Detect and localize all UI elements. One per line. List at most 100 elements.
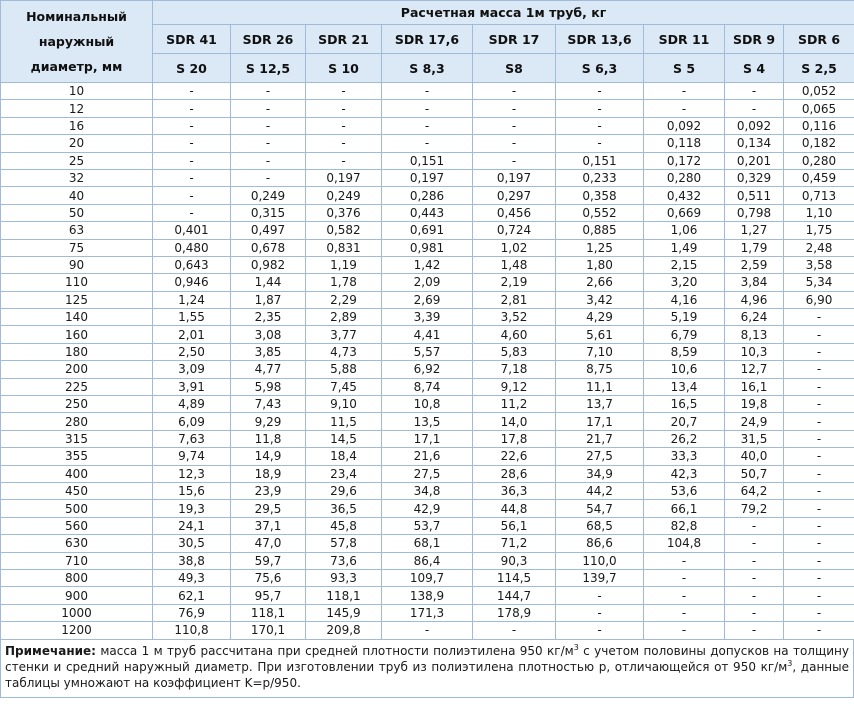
mass-cell: - <box>305 81 382 101</box>
mass-cell: 3,58 <box>782 255 854 275</box>
mass-cell: 10,8 <box>381 395 473 414</box>
mass-cell: 0,151 <box>381 151 473 170</box>
mass-cell: 0,116 <box>782 116 854 136</box>
mass-cell: 2,19 <box>472 273 556 292</box>
mass-cell: - <box>782 360 854 379</box>
mass-cell: 5,57 <box>381 342 473 362</box>
pipe-mass-table: Номинальный наружный диаметр, мм Расчетная … <box>0 0 854 640</box>
mass-cell: 3,09 <box>152 360 231 379</box>
mass-cell: 0,197 <box>305 168 382 188</box>
mass-cell: - <box>555 134 644 153</box>
mass-cell: 0,329 <box>724 168 784 188</box>
mass-cell: 53,6 <box>643 481 725 501</box>
mass-cell: 19,3 <box>152 499 231 518</box>
mass-cell: 2,09 <box>381 273 473 292</box>
table-row: 710 38,8 59,7 73,6 86,4 90,3 110,0- - - <box>0 551 854 570</box>
s-header: S 20 <box>152 53 231 83</box>
mass-cell: 114,5 <box>472 568 556 588</box>
mass-cell: 118,1 <box>230 603 306 623</box>
mass-cell: - <box>724 568 784 588</box>
mass-cell: - <box>152 168 231 188</box>
mass-cell: 10,6 <box>643 360 725 379</box>
diameter-cell: 160 <box>0 325 153 344</box>
mass-cell: 17,8 <box>472 429 556 449</box>
mass-cell: 13,5 <box>381 412 473 431</box>
mass-cell: 2,50 <box>152 342 231 362</box>
mass-cell: 29,5 <box>230 499 306 518</box>
mass-cell: - <box>782 395 854 414</box>
table-row: 1200 110,8 170,1 209,8- - - - - - <box>0 621 854 640</box>
note-text: масса 1 м труб рассчитана при средней пл… <box>95 643 574 658</box>
mass-cell: 12,7 <box>724 360 784 379</box>
mass-cell: 47,0 <box>230 534 306 553</box>
mass-cell: 3,42 <box>555 290 644 310</box>
mass-cell: 29,6 <box>305 481 382 501</box>
diameter-cell: 110 <box>0 273 153 292</box>
mass-cell: 1,25 <box>555 238 644 257</box>
mass-cell: 0,065 <box>782 99 854 118</box>
table-row: 450 15,6 23,9 29,6 34,8 36,3 44,2 53,6 64,2- <box>0 481 854 501</box>
mass-cell: 0,401 <box>152 221 231 240</box>
mass-cell: 62,1 <box>152 586 231 605</box>
mass-cell: 24,9 <box>724 412 784 431</box>
note: Примечание: масса 1 м труб рассчитана пр… <box>0 639 854 698</box>
diameter-cell: 32 <box>0 168 153 188</box>
diameter-cell: 12 <box>0 99 153 118</box>
mass-cell: 18,4 <box>305 447 382 466</box>
mass-cell: 0,946 <box>152 273 231 292</box>
diameter-cell: 75 <box>0 238 153 257</box>
mass-cell: 1,75 <box>782 221 854 240</box>
mass-cell: 45,8 <box>305 516 382 536</box>
mass-cell: - <box>782 342 854 362</box>
diameter-cell: 450 <box>0 481 153 501</box>
sdr-header: SDR 41 <box>152 24 231 54</box>
mass-cell: 26,2 <box>643 429 725 449</box>
table-row: 20- - - - - -0,118 0,134 0,182 <box>0 134 854 153</box>
mass-cell: - <box>555 586 644 605</box>
mass-cell: 1,48 <box>472 255 556 275</box>
mass-cell: - <box>472 99 556 118</box>
mass-cell: 10,3 <box>724 342 784 362</box>
mass-cell: 0,197 <box>472 168 556 188</box>
mass-cell: - <box>782 325 854 344</box>
s-header: S8 <box>472 53 556 83</box>
mass-cell: - <box>724 99 784 118</box>
mass-cell: 37,1 <box>230 516 306 536</box>
mass-cell: - <box>782 308 854 327</box>
mass-cell: 56,1 <box>472 516 556 536</box>
mass-cell: 0,286 <box>381 186 473 205</box>
mass-cell: - <box>643 568 725 588</box>
header-title: Расчетная масса 1м труб, кг <box>151 0 854 25</box>
mass-cell: 5,83 <box>472 342 556 362</box>
sdr-header: SDR 11 <box>643 24 725 54</box>
mass-cell: 76,9 <box>152 603 231 623</box>
mass-cell: - <box>643 586 725 605</box>
mass-cell: 18,9 <box>230 464 306 483</box>
mass-cell: - <box>782 586 854 605</box>
mass-cell: 5,61 <box>555 325 644 344</box>
mass-cell: 14,9 <box>230 447 306 466</box>
mass-cell: - <box>472 116 556 136</box>
mass-cell: 16,5 <box>643 395 725 414</box>
table-row: 125 1,24 1,87 2,29 2,69 2,81 3,42 4,16 4,96 6,90 <box>0 290 854 310</box>
mass-cell: 138,9 <box>381 586 473 605</box>
mass-cell: 17,1 <box>381 429 473 449</box>
diameter-cell: 280 <box>0 412 153 431</box>
mass-cell: 11,8 <box>230 429 306 449</box>
mass-cell: 0,172 <box>643 151 725 170</box>
table-row: 10- - - - - - - -0,052 <box>0 81 854 101</box>
diameter-cell: 1200 <box>0 621 153 640</box>
mass-cell: - <box>724 81 784 101</box>
table-row: 160 2,01 3,08 3,77 4,41 4,60 5,61 6,79 8,13- <box>0 325 854 344</box>
mass-cell: - <box>782 621 854 640</box>
mass-cell: 12,3 <box>152 464 231 483</box>
mass-cell: 38,8 <box>152 551 231 570</box>
mass-cell: 36,3 <box>472 481 556 501</box>
mass-cell: 2,35 <box>230 308 306 327</box>
mass-cell: 4,41 <box>381 325 473 344</box>
mass-cell: - <box>152 203 231 223</box>
mass-cell: 93,3 <box>305 568 382 588</box>
table-row: 200 3,09 4,77 5,88 6,92 7,18 8,75 10,6 12,7- <box>0 360 854 379</box>
mass-cell: - <box>782 534 854 553</box>
